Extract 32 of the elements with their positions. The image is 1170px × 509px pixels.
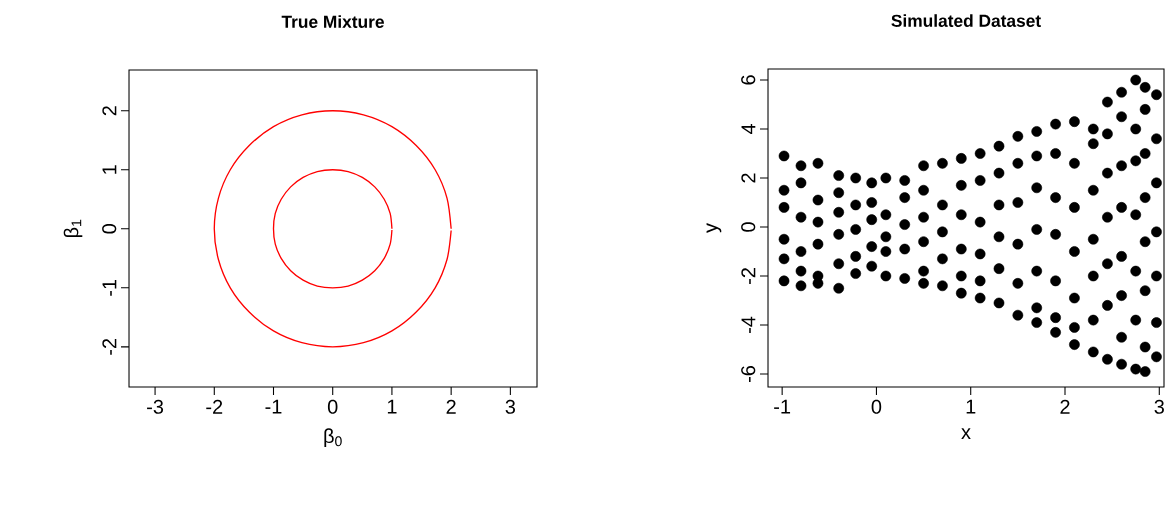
- line-series: [213, 110, 452, 348]
- x-tick-label: 1: [387, 399, 397, 414]
- x-tick-label: -1: [774, 399, 791, 414]
- chart-title: True Mixture: [281, 15, 384, 28]
- y-tick-label: 2: [741, 173, 756, 183]
- y-tick-label: -2: [102, 338, 117, 355]
- x-tick-label: -2: [206, 399, 223, 414]
- x-tick-label: 2: [446, 399, 456, 414]
- x-tick-label: 0: [871, 399, 882, 414]
- x-tick-label: 3: [505, 399, 516, 414]
- x-tick-label: 1: [966, 399, 976, 414]
- y-tick-label: 6: [741, 75, 756, 85]
- y-axis-title: β$_{1}$: [63, 219, 83, 238]
- x-tick-label: 2: [1060, 399, 1070, 414]
- y-tick-label: -2: [741, 268, 756, 285]
- y-tick-label: 1: [102, 165, 117, 174]
- y-tick-label: 0: [741, 222, 756, 232]
- y-tick-label: 0: [102, 224, 117, 234]
- y-tick-label: -6: [741, 365, 756, 383]
- x-tick-label: -1: [265, 399, 282, 414]
- x-tick-label: 0: [327, 399, 338, 414]
- x-axis-title: x: [961, 428, 971, 439]
- x-tick-label: -3: [147, 399, 164, 414]
- x-tick-label: 3: [1154, 399, 1164, 414]
- x-axis-title: β$_{0}$: [324, 428, 342, 447]
- y-tick-label: -4: [741, 316, 756, 334]
- y-tick-label: 2: [102, 106, 117, 116]
- y-tick-label: 4: [741, 124, 756, 135]
- y-axis-title: y: [706, 223, 722, 233]
- chart-title: Simulated Dataset: [891, 14, 1041, 27]
- line-series: [272, 169, 393, 289]
- y-tick-label: -1: [102, 279, 117, 296]
